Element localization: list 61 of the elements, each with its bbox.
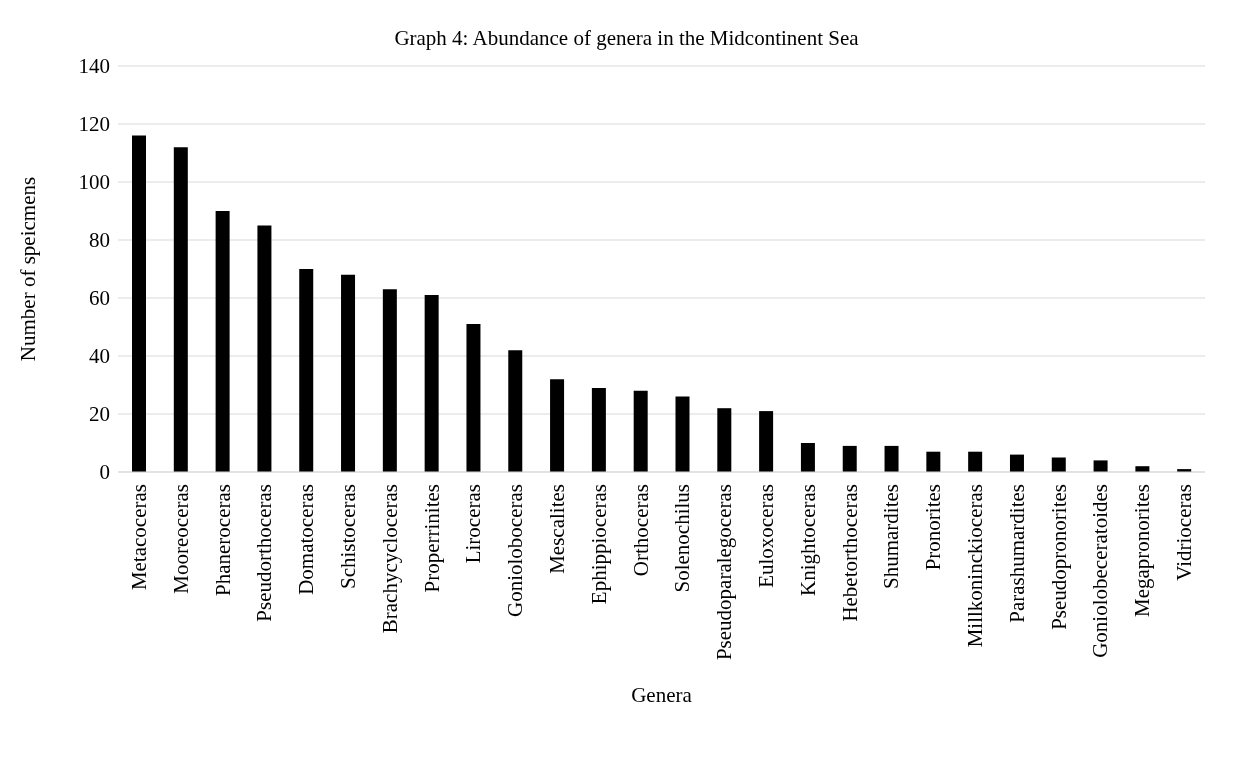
x-tick-label: Schistoceras xyxy=(335,484,360,589)
bar xyxy=(508,350,523,472)
bar xyxy=(842,445,857,472)
x-tick-label: Pseudopronorites xyxy=(1046,484,1071,630)
x-tick-label: Millkoninckioceras xyxy=(963,484,988,648)
y-tick-label: 40 xyxy=(89,344,110,369)
x-tick-label: Orthoceras xyxy=(628,484,653,577)
x-tick-label: Megapronorites xyxy=(1130,484,1155,617)
bar xyxy=(215,211,230,472)
bar xyxy=(926,451,941,472)
x-tick-label: Euloxoceras xyxy=(754,484,779,588)
x-tick-label: Domatoceras xyxy=(294,484,319,595)
bar xyxy=(466,324,481,472)
x-tick-label: Pseudorthoceras xyxy=(252,484,277,622)
y-tick-label: 60 xyxy=(89,286,110,311)
y-axis-title: Number of speicmens xyxy=(16,176,41,362)
y-tick-label: 100 xyxy=(78,170,110,195)
y-tick-label: 120 xyxy=(78,112,110,137)
x-tick-label: Phaneroceras xyxy=(210,484,235,596)
bar xyxy=(717,408,732,472)
x-tick-label: Shumardites xyxy=(879,484,904,589)
x-tick-label: Solenochilus xyxy=(670,484,695,593)
x-tick-label: Hebetorthoceras xyxy=(837,484,862,622)
x-axis-title: Genera xyxy=(631,683,693,707)
bar xyxy=(341,274,356,472)
bar xyxy=(675,396,690,472)
x-tick-label: Brachycycloceras xyxy=(377,484,402,634)
bar xyxy=(257,225,272,472)
x-tick-label: Ephippioceras xyxy=(586,484,611,605)
x-tick-label: Properrinites xyxy=(419,484,444,593)
x-tick-label: Gonioloboceras xyxy=(503,484,528,617)
x-tick-label: Knightoceras xyxy=(795,484,820,596)
bar xyxy=(884,445,899,472)
bar xyxy=(424,295,439,472)
bar xyxy=(800,443,815,472)
x-tick-label: Vidrioceras xyxy=(1172,484,1197,581)
bar xyxy=(1009,454,1024,472)
x-tick-label: Pronorites xyxy=(921,484,946,571)
x-tick-label: Metacoceras xyxy=(126,484,151,591)
x-tick-label: Pseudoparalegoceras xyxy=(712,484,737,661)
x-tick-label: Goniolobeceratoides xyxy=(1088,484,1113,658)
bar xyxy=(968,451,983,472)
bar xyxy=(1051,457,1066,472)
y-tick-label: 20 xyxy=(89,402,110,427)
x-tick-label: Mooreoceras xyxy=(168,484,193,594)
bar xyxy=(591,387,606,472)
bar xyxy=(299,269,314,472)
bar xyxy=(1093,460,1108,472)
bar xyxy=(550,379,565,472)
chart-title: Graph 4: Abundance of genera in the Midcontinent Sea xyxy=(393,26,860,51)
x-tick-label: Liroceras xyxy=(461,484,486,564)
bar xyxy=(132,135,146,472)
x-tick-label: Parashumardites xyxy=(1004,484,1029,623)
bar xyxy=(173,147,188,472)
bar xyxy=(633,390,648,472)
bar xyxy=(759,411,774,472)
bar xyxy=(382,289,397,472)
x-tick-label: Mescalites xyxy=(544,484,569,574)
y-tick-label: 80 xyxy=(89,228,110,253)
y-tick-label: 140 xyxy=(78,54,110,79)
y-tick-label: 0 xyxy=(99,460,110,485)
